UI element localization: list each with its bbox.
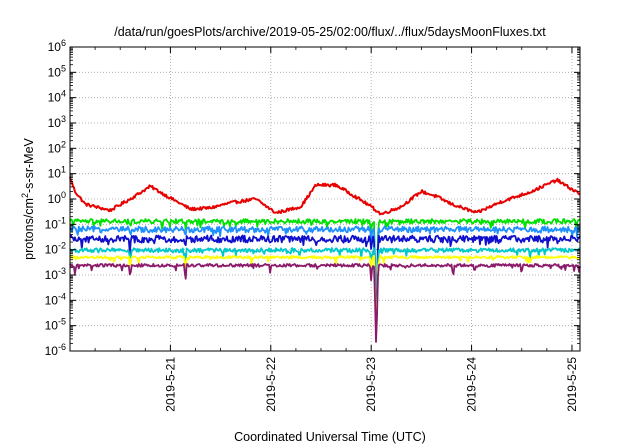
series-line xyxy=(69,255,581,336)
chart-title: /data/run/goesPlots/archive/2019-05-25/0… xyxy=(114,25,546,39)
series-line xyxy=(69,218,581,322)
y-tick-label: 103 xyxy=(48,114,66,130)
y-tick-label: 10-2 xyxy=(45,241,66,257)
y-tick-label: 102 xyxy=(48,139,66,155)
series-line xyxy=(69,234,581,324)
series-layer xyxy=(69,176,581,343)
series-line xyxy=(69,225,581,322)
y-tick-label: 10-4 xyxy=(45,291,66,307)
x-tick-label: 2019-5-22 xyxy=(264,357,278,412)
y-tick-label: 105 xyxy=(48,63,66,79)
x-axis-label: Coordinated Universal Time (UTC) xyxy=(234,430,426,444)
y-axis-label: protons/cm2-s-sr-MeV xyxy=(20,137,36,259)
y-tick-label: 101 xyxy=(48,165,66,181)
y-tick-label: 10-6 xyxy=(45,342,66,358)
y-tick-label: 10-3 xyxy=(45,266,66,282)
x-tick-label: 2019-5-24 xyxy=(465,357,479,412)
series-line xyxy=(69,176,581,216)
x-tick-label: 2019-5-23 xyxy=(364,357,378,412)
series-line xyxy=(69,247,581,330)
y-tick-label: 100 xyxy=(48,190,66,206)
x-tick-label: 2019-5-21 xyxy=(163,357,177,412)
x-axis: 2019-5-21 2019-5-22 2019-5-23 2019-5-24 2019… xyxy=(94,47,579,412)
grid-lines xyxy=(70,47,580,351)
x-tick-label: 2019-5-25 xyxy=(565,357,579,412)
series-line xyxy=(69,262,581,343)
y-tick-label: 106 xyxy=(48,38,66,54)
y-tick-label: 104 xyxy=(48,89,66,105)
y-axis: 10-6 10-5 10-4 10-3 10-2 10-1 100 101 102 103 104 1… xyxy=(45,38,580,358)
y-tick-label: 10-1 xyxy=(45,215,66,231)
y-tick-label: 10-5 xyxy=(45,317,66,333)
